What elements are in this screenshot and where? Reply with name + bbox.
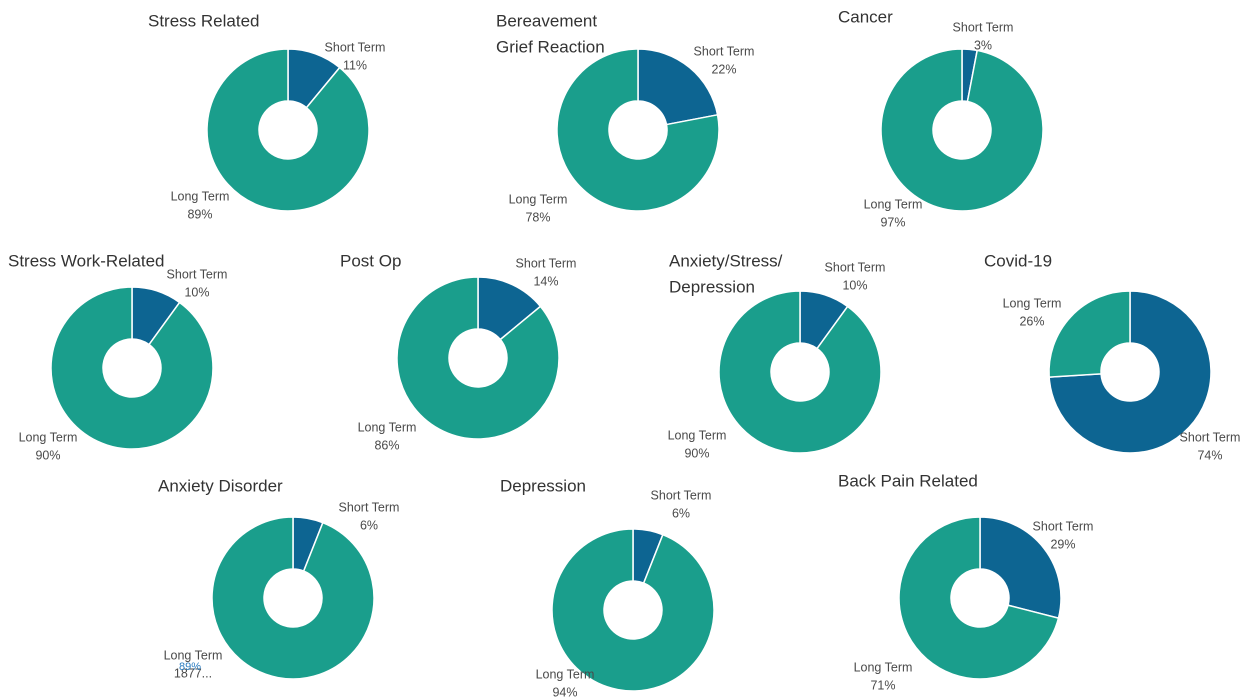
slice-label: Short Term <box>1180 430 1241 444</box>
value-label: 11% <box>343 58 367 72</box>
value-label: 22% <box>711 62 736 76</box>
slice-label: Short Term <box>651 488 712 502</box>
slice-label: Long Term <box>668 428 727 442</box>
value-label: 6% <box>672 506 690 520</box>
chart-title: Post Op <box>340 251 401 270</box>
slice <box>979 516 1062 620</box>
slice-label: Long Term <box>164 648 223 662</box>
value-label: 71% <box>870 678 895 692</box>
value-label: 90% <box>35 448 60 462</box>
chart-title: Anxiety/Stress/ <box>669 251 783 270</box>
chart-title: Stress Related <box>148 11 260 30</box>
value-label: 14% <box>533 274 558 288</box>
slice-label: Short Term <box>339 500 400 514</box>
value-label: 10% <box>184 285 209 299</box>
slice <box>551 528 715 692</box>
slice <box>396 276 560 440</box>
slice-label: Short Term <box>167 267 228 281</box>
slice-label: Short Term <box>325 40 386 54</box>
value-label: 10% <box>842 278 867 292</box>
value-label: 89% <box>187 207 212 221</box>
slice-label: Long Term <box>864 197 923 211</box>
slice-label: Long Term <box>358 420 417 434</box>
chart-title: Depression <box>669 277 755 296</box>
slice-label: Long Term <box>509 192 568 206</box>
chart-title: Anxiety Disorder <box>158 476 283 495</box>
slice-label: Short Term <box>1033 519 1094 533</box>
slice-label: Long Term <box>1003 296 1062 310</box>
slice-label: Short Term <box>694 44 755 58</box>
chart-title: Bereavement <box>496 11 597 30</box>
chart-title: Back Pain Related <box>838 471 978 490</box>
slice-label: Long Term <box>19 430 78 444</box>
annotation: 89% <box>179 661 201 673</box>
slice <box>1048 290 1212 454</box>
chart-title: Grief Reaction <box>496 37 605 56</box>
slice-label: Long Term <box>536 667 595 681</box>
slice <box>637 48 719 126</box>
slice-label: Short Term <box>825 260 886 274</box>
value-label: 26% <box>1019 314 1044 328</box>
slice <box>50 286 214 450</box>
slice <box>1048 290 1131 378</box>
slice <box>211 516 375 680</box>
value-label: 74% <box>1197 448 1222 462</box>
value-label: 29% <box>1050 537 1075 551</box>
slice <box>880 48 1044 212</box>
slice-label: Short Term <box>953 20 1014 34</box>
value-label: 6% <box>360 518 378 532</box>
value-label: 3% <box>974 38 992 52</box>
slice <box>718 290 882 454</box>
chart-title: Stress Work-Related <box>8 251 165 270</box>
chart-title: Covid-19 <box>984 251 1052 270</box>
slice <box>898 516 1060 680</box>
slice <box>206 48 370 212</box>
chart-title: Cancer <box>838 7 893 26</box>
slice-label: Long Term <box>171 189 230 203</box>
value-label: 78% <box>525 210 550 224</box>
value-label: 90% <box>684 446 709 460</box>
slice-label: Short Term <box>516 256 577 270</box>
annotation: 1877... <box>174 666 212 680</box>
value-label: 94% <box>552 685 577 699</box>
value-label: 86% <box>374 438 399 452</box>
slice-label: Long Term <box>854 660 913 674</box>
chart-title: Depression <box>500 476 586 495</box>
slice <box>556 48 720 212</box>
value-label: 97% <box>880 215 905 229</box>
